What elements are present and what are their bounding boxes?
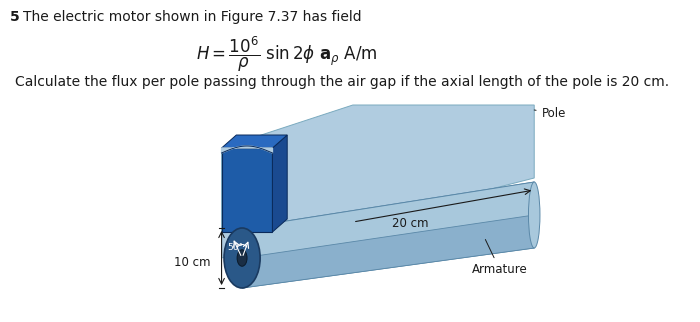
Ellipse shape [224,228,260,288]
Polygon shape [222,148,272,232]
Polygon shape [242,182,534,288]
Polygon shape [272,135,287,232]
Polygon shape [242,215,534,288]
Polygon shape [222,135,287,148]
Text: $H = \dfrac{10^6}{\rho}\ \sin 2\phi\ \mathbf{a}_\rho\ \mathrm{A/m}$: $H = \dfrac{10^6}{\rho}\ \sin 2\phi\ \ma… [197,35,378,74]
Polygon shape [242,182,534,240]
Text: 20 cm: 20 cm [392,217,429,230]
Text: Calculate the flux per pole passing through the air gap if the axial length of t: Calculate the flux per pole passing thro… [15,75,669,89]
Text: 10 cm: 10 cm [174,257,211,270]
Text: Pole: Pole [534,107,566,119]
Text: The electric motor shown in Figure 7.37 has field: The electric motor shown in Figure 7.37 … [23,10,362,24]
Text: 5: 5 [10,10,20,24]
Ellipse shape [237,250,247,266]
Polygon shape [222,146,272,153]
Text: Armature: Armature [472,240,528,276]
Polygon shape [222,105,534,258]
Ellipse shape [528,182,540,248]
Text: 50°: 50° [228,243,244,252]
